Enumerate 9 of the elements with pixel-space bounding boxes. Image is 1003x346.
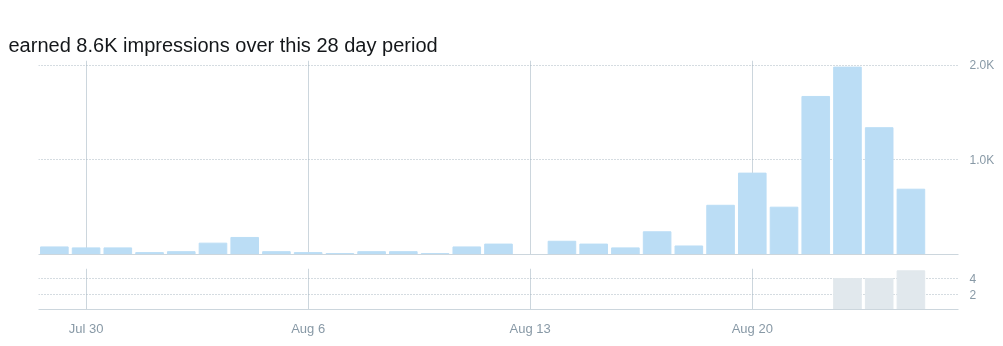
y-tick-label: 1.0K xyxy=(969,152,995,167)
x-tick-label: Aug 20 xyxy=(731,320,773,336)
y-tick-label: 2.0K xyxy=(969,58,995,73)
chart-title: earned 8.6K impressions over this 28 day period xyxy=(8,33,438,56)
x-tick-label: Aug 13 xyxy=(509,320,551,336)
y-tick-label: 2 xyxy=(969,287,977,302)
y-tick-label: 4 xyxy=(969,272,977,287)
x-tick-label: Jul 30 xyxy=(68,320,104,336)
x-tick-label: Aug 6 xyxy=(291,320,326,336)
